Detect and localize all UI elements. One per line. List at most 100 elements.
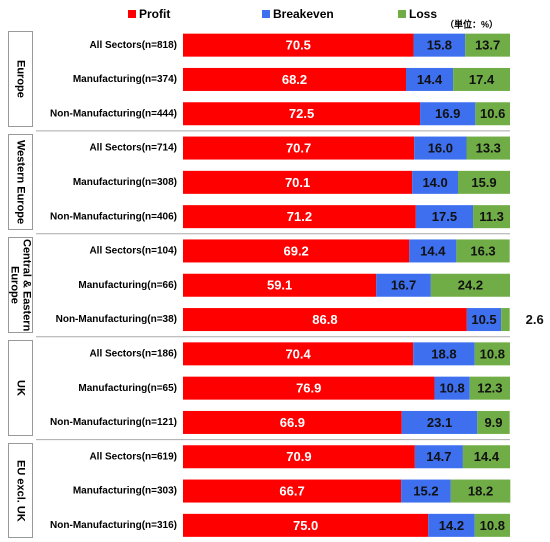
value-label: 10.5: [471, 312, 496, 327]
value-label: 70.4: [285, 346, 311, 361]
value-label: 14.7: [426, 449, 451, 464]
bar-segment: [183, 273, 377, 297]
legend-swatch: [128, 10, 136, 18]
legend-label: Breakeven: [273, 7, 334, 21]
bar-segment: [183, 410, 402, 434]
row-label: Non-Manufacturing(n=406): [50, 211, 177, 222]
value-label: 13.7: [475, 38, 500, 53]
value-label: 16.3: [470, 243, 495, 258]
value-label: 71.2: [287, 209, 312, 224]
bar-segment: [183, 239, 410, 263]
bar-segment: [466, 136, 510, 160]
bar-segment: [401, 410, 478, 434]
value-label: 75.0: [293, 518, 318, 533]
value-label: 15.8: [427, 38, 452, 53]
bar-segment: [501, 308, 510, 332]
bar-segment: [428, 513, 475, 537]
row-label: Manufacturing(n=374): [73, 74, 177, 85]
bar-segment: [434, 376, 470, 400]
row-label: All Sectors(n=104): [89, 246, 177, 257]
bar-segment: [415, 205, 474, 229]
value-label: 70.7: [286, 140, 311, 155]
bar-segment: [406, 67, 454, 91]
bar-segment: [477, 410, 510, 434]
value-label: 66.9: [280, 415, 305, 430]
group-label: Central & Eastern Europe: [8, 236, 33, 333]
group-label: UK: [8, 339, 33, 436]
value-label: 2.6: [526, 312, 544, 327]
bar-segment: [183, 445, 415, 469]
bar-segment: [450, 479, 511, 503]
value-label: 10.6: [480, 106, 505, 121]
bar-segment: [430, 273, 510, 297]
row-label: Non-Manufacturing(n=316): [50, 520, 177, 531]
value-label: 76.9: [296, 381, 321, 396]
value-label: 11.3: [479, 209, 504, 224]
bar-segment: [412, 170, 459, 194]
value-label: 16.0: [428, 140, 453, 155]
value-label: 69.2: [283, 243, 308, 258]
value-label: 70.9: [286, 449, 311, 464]
bar-segment: [473, 205, 510, 229]
row-label: Manufacturing(n=65): [78, 383, 177, 394]
bar-segment: [414, 136, 467, 160]
bar-segment: [474, 513, 510, 537]
legend-label: Loss: [409, 7, 437, 21]
value-label: 16.7: [391, 278, 416, 293]
bar-segment: [183, 67, 407, 91]
legend-label: Profit: [139, 7, 170, 21]
legend-swatch: [398, 10, 406, 18]
legend-swatch: [262, 10, 270, 18]
unit-label: （単位：%）: [445, 18, 498, 29]
row-label: Non-Manufacturing(n=121): [50, 417, 177, 428]
bar-segment: [183, 376, 435, 400]
bar-segment: [183, 170, 413, 194]
value-label: 18.8: [431, 346, 456, 361]
row-label: Manufacturing(n=308): [73, 177, 177, 188]
value-label: 9.9: [484, 415, 502, 430]
value-label: 15.9: [471, 175, 496, 190]
row-label: Non-Manufacturing(n=444): [50, 108, 177, 119]
value-label: 14.0: [422, 175, 447, 190]
bar-segment: [465, 33, 510, 57]
bar-segment: [462, 445, 510, 469]
row-label: Manufacturing(n=303): [73, 486, 177, 497]
value-label: 23.1: [427, 415, 452, 430]
bar-segment: [414, 445, 463, 469]
bar-segment: [183, 102, 421, 126]
group-label: EU excl. UK: [8, 442, 33, 539]
value-label: 70.1: [285, 175, 310, 190]
value-label: 15.2: [413, 483, 438, 498]
bar-segment: [376, 273, 431, 297]
bar-segment: [413, 33, 466, 57]
value-label: 17.5: [432, 209, 457, 224]
value-label: 14.4: [417, 72, 443, 87]
bar-segment: [183, 479, 402, 503]
group-label: Western Europe: [8, 133, 33, 230]
bar-segment: [409, 239, 457, 263]
bar-segment: [183, 205, 416, 229]
value-label: 18.2: [468, 483, 493, 498]
value-label: 14.4: [420, 243, 446, 258]
row-label: All Sectors(n=818): [89, 40, 177, 51]
value-label: 16.9: [435, 106, 460, 121]
row-label: All Sectors(n=619): [89, 451, 177, 462]
bar-segment: [413, 342, 475, 366]
bar-segment: [420, 102, 476, 126]
value-label: 72.5: [289, 106, 314, 121]
bar-segment: [183, 136, 415, 160]
value-label: 24.2: [458, 278, 483, 293]
row-label: Manufacturing(n=66): [78, 280, 177, 291]
value-label: 70.5: [286, 38, 311, 53]
bar-segment: [401, 479, 451, 503]
value-label: 59.1: [267, 278, 292, 293]
value-label: 17.4: [469, 72, 495, 87]
bar-segment: [475, 102, 510, 126]
bar-segment: [453, 67, 510, 91]
group-label: Europe: [8, 31, 33, 127]
value-label: 12.3: [477, 381, 502, 396]
value-label: 86.8: [312, 312, 337, 327]
bar-segment: [474, 342, 510, 366]
bar-segment: [183, 308, 467, 332]
